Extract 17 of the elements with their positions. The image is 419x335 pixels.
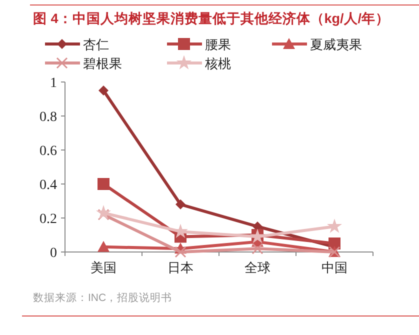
legend-label: 杏仁 <box>83 37 109 52</box>
x-tick-label: 日本 <box>168 260 194 275</box>
source-note: 数据来源：INC，招股说明书 <box>33 291 172 304</box>
legend-label: 夏威夷果 <box>310 37 362 52</box>
y-tick-label: 0.8 <box>40 110 57 125</box>
y-tick-label: 0.4 <box>40 178 57 193</box>
chart-title: 图 4：中国人均树坚果消费量低于其他经济体（kg/人/年） <box>33 10 390 26</box>
x-tick-label: 美国 <box>90 260 116 275</box>
legend-label: 核桃 <box>204 56 231 71</box>
y-tick-label: 0.2 <box>40 212 57 227</box>
y-tick-label: 0.6 <box>40 144 57 159</box>
x-tick-label: 全球 <box>244 260 270 275</box>
legend-label: 碧根果 <box>83 56 122 71</box>
y-tick-label: 1 <box>50 76 57 91</box>
x-tick-label: 中国 <box>322 260 348 275</box>
y-tick-label: 0 <box>50 246 57 261</box>
legend-label: 腰果 <box>205 37 231 52</box>
